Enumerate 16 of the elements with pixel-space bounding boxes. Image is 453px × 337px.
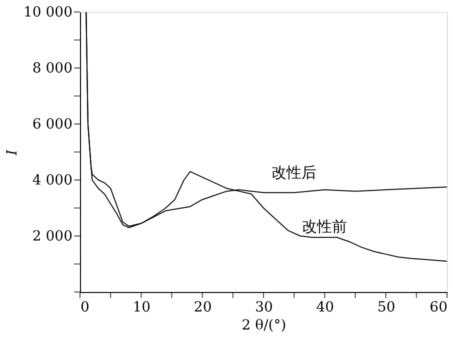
y-tick-label: 10 000 [24,4,72,20]
x-axis-title: 2 θ/(°) [242,318,286,334]
y-axis-title: I [4,149,21,156]
y-tick-label: 6 000 [32,116,72,132]
y-tick-label: 2 000 [32,228,72,244]
x-tick-label: 20 [194,300,212,316]
series-label: 改性后 [272,164,317,182]
x-tick-label: 60 [430,300,448,316]
x-tick-label: 30 [255,300,273,316]
series-label: 改性前 [302,217,348,236]
y-tick-label: 4 000 [32,172,72,188]
x-tick-label: 40 [316,300,334,316]
y-tick-label: 8 000 [32,60,72,76]
x-tick-label: 0 [80,300,90,316]
x-tick-label: 10 [132,300,151,316]
x-tick-label: 50 [377,300,396,316]
